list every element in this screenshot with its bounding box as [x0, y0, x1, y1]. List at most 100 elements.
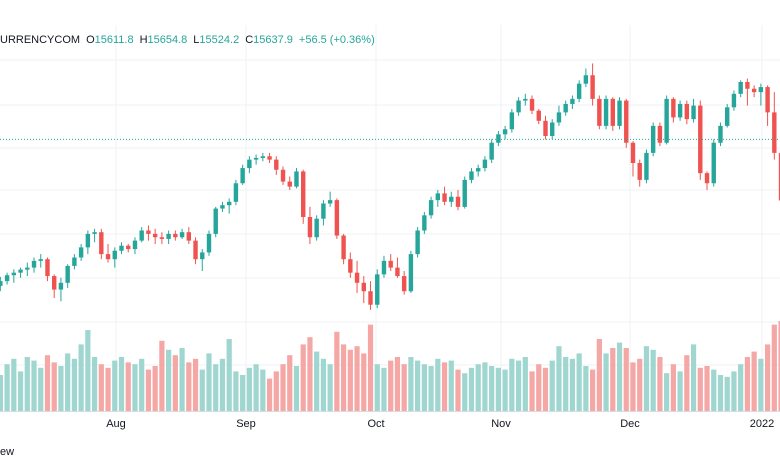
candle-body: [334, 200, 340, 236]
candle-body: [294, 171, 299, 187]
volume-bar: [24, 357, 30, 411]
volume-bar: [751, 351, 757, 411]
volume-bar: [401, 364, 407, 411]
volume-bar: [475, 364, 481, 411]
candle: [112, 247, 117, 268]
volume-bar: [172, 355, 178, 411]
candle-body: [603, 98, 609, 126]
volume-bar: [118, 357, 125, 411]
candle: [375, 269, 380, 309]
volume-bar: [448, 360, 454, 411]
candle-body: [758, 87, 764, 93]
volume-bar: [192, 358, 199, 411]
candle-body: [58, 282, 64, 290]
volume-bar: [280, 364, 286, 411]
candle-body: [280, 169, 286, 182]
volume-bar: [98, 364, 104, 411]
candle: [260, 152, 266, 162]
candle-body: [650, 125, 656, 153]
grid: [0, 25, 780, 411]
candle-body: [139, 230, 144, 241]
candle: [193, 237, 198, 265]
price-candles: [0, 63, 780, 310]
candle-body: [556, 112, 562, 123]
candle: [677, 100, 683, 121]
volume-bar: [509, 358, 515, 411]
volume-bar: [441, 362, 448, 411]
candle: [644, 149, 649, 184]
candle: [725, 103, 730, 128]
candle: [462, 176, 467, 209]
volume-bar: [206, 353, 212, 411]
low-value: 15524.2: [199, 34, 240, 46]
candle-body: [523, 98, 528, 101]
volume-bars: [0, 321, 780, 411]
volume-bar: [105, 367, 111, 411]
candle: [428, 196, 434, 219]
x-tick-label: Oct: [367, 418, 384, 430]
volume-bar: [314, 351, 320, 411]
candle: [213, 206, 218, 238]
candle: [381, 255, 387, 278]
volume-bar: [724, 376, 730, 411]
candle: [482, 156, 488, 172]
candle-body: [677, 103, 683, 118]
volume-bar: [515, 360, 522, 411]
volume-bar: [287, 355, 293, 411]
candle-body: [112, 250, 117, 260]
candle-body: [52, 276, 57, 290]
volume-bar: [563, 357, 569, 411]
candle-body: [92, 232, 97, 234]
candle-body: [200, 252, 205, 260]
candle-body: [475, 168, 481, 172]
symbol-name[interactable]: URRENCYCOM: [0, 34, 81, 46]
volume-bar: [502, 369, 508, 411]
candle-body: [442, 193, 447, 202]
volume-bar: [0, 375, 3, 411]
candle: [422, 211, 427, 234]
candle-body: [38, 259, 43, 261]
candle: [408, 250, 414, 293]
candle: [745, 78, 750, 106]
candle-body: [496, 134, 501, 143]
candle: [321, 200, 326, 226]
volume-bar: [690, 344, 697, 411]
candle-body: [247, 159, 252, 169]
candle: [731, 90, 737, 111]
candle: [78, 244, 84, 261]
x-tick-label: Sep: [236, 418, 256, 430]
candle: [772, 92, 777, 160]
volume-bar: [233, 371, 239, 411]
candle: [146, 225, 151, 241]
volume-bar: [657, 357, 663, 411]
candle: [25, 262, 30, 277]
candle: [247, 156, 252, 174]
candle-body: [368, 291, 373, 305]
candle-body: [469, 171, 474, 180]
candle: [334, 198, 340, 239]
candle-body: [25, 267, 30, 270]
candle-body: [226, 201, 232, 206]
volume-bar: [374, 364, 380, 411]
candle: [65, 264, 70, 288]
candle: [361, 276, 366, 304]
volume-bar: [529, 371, 535, 411]
candle-body: [422, 215, 427, 231]
candle-body: [617, 100, 622, 126]
volume-bar: [340, 344, 347, 411]
candle: [509, 109, 515, 133]
candle: [301, 169, 306, 224]
candle-body: [408, 254, 414, 292]
open-key: O: [86, 34, 95, 46]
candle: [45, 257, 50, 282]
candle: [711, 139, 716, 187]
x-tick-label: Nov: [491, 418, 511, 430]
volume-bar: [394, 357, 401, 411]
volume-bar: [145, 369, 152, 411]
candle: [4, 272, 10, 285]
candle-body: [415, 230, 420, 255]
volume-bar: [630, 362, 636, 411]
volume-bar: [159, 340, 165, 411]
